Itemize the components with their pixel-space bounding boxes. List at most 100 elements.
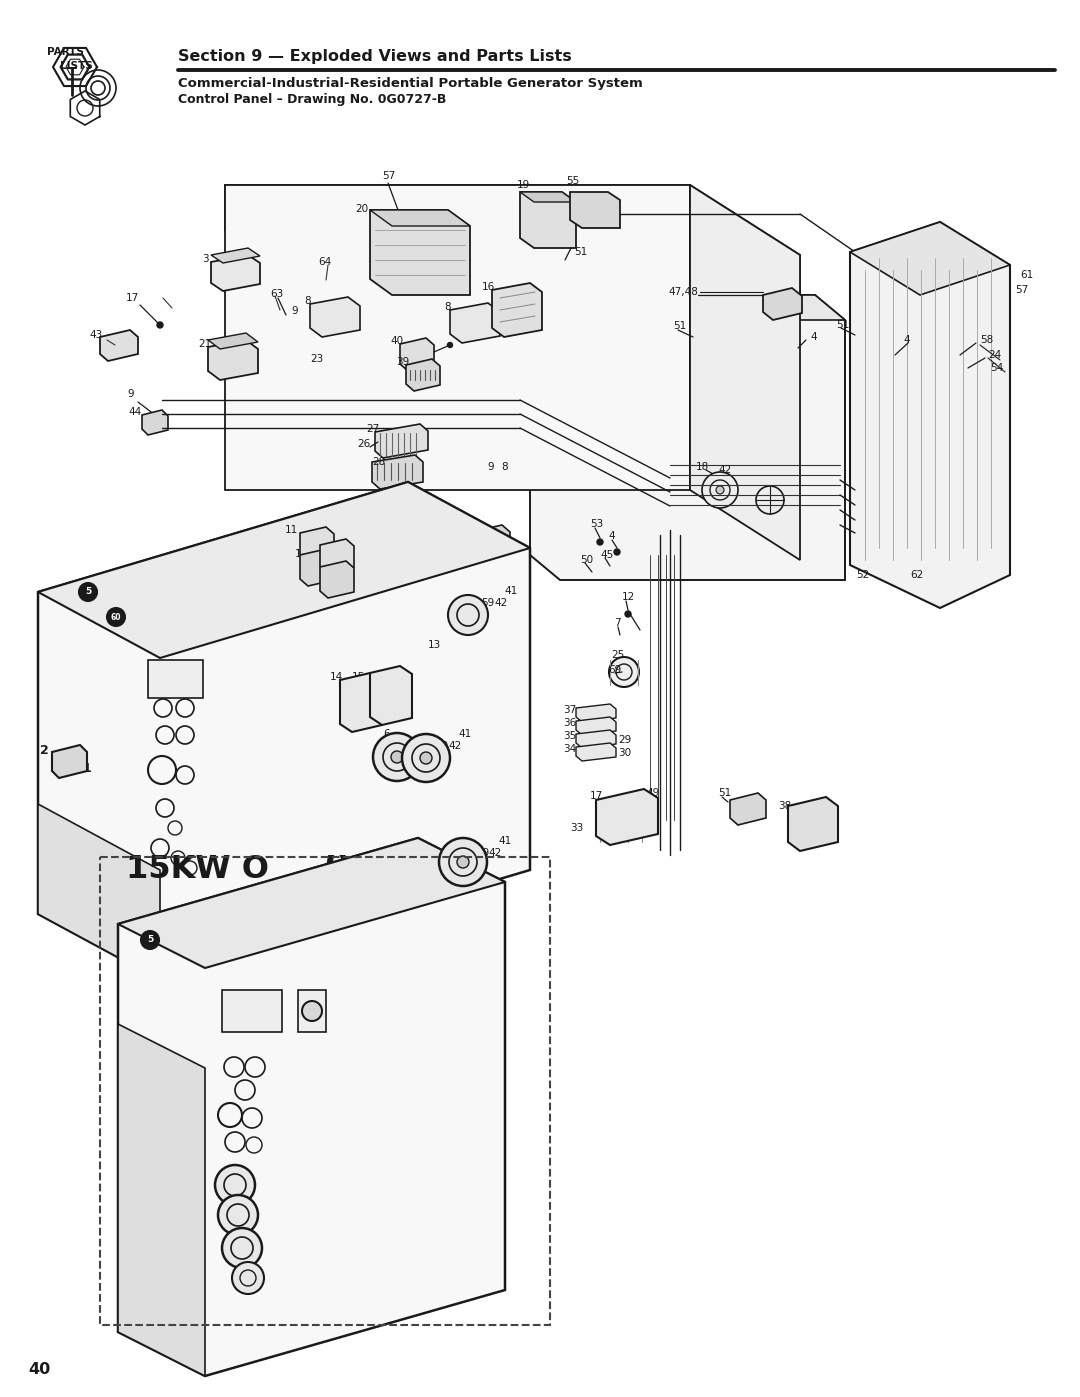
Text: 62: 62 xyxy=(910,570,923,580)
Text: 21: 21 xyxy=(198,339,212,349)
Text: 41: 41 xyxy=(504,585,517,597)
Polygon shape xyxy=(118,838,505,968)
Circle shape xyxy=(222,1228,262,1268)
Text: 4: 4 xyxy=(608,531,615,541)
Polygon shape xyxy=(519,191,576,203)
Polygon shape xyxy=(788,798,838,851)
Text: 47,48: 47,48 xyxy=(669,286,698,298)
Text: 22: 22 xyxy=(480,562,494,571)
Polygon shape xyxy=(225,184,800,300)
Text: 12: 12 xyxy=(622,592,635,602)
Text: 19: 19 xyxy=(517,180,530,190)
Polygon shape xyxy=(211,256,260,291)
Polygon shape xyxy=(576,743,616,761)
Polygon shape xyxy=(141,409,168,434)
Text: 57: 57 xyxy=(1015,285,1028,295)
Circle shape xyxy=(420,752,432,764)
Polygon shape xyxy=(850,222,1010,295)
Polygon shape xyxy=(118,838,505,1376)
Polygon shape xyxy=(100,330,138,360)
Polygon shape xyxy=(118,923,205,1376)
Text: 15KW O: 15KW O xyxy=(126,855,269,886)
Circle shape xyxy=(756,486,784,514)
Circle shape xyxy=(438,838,487,886)
Polygon shape xyxy=(300,527,334,562)
Text: 26: 26 xyxy=(357,439,370,448)
Polygon shape xyxy=(406,359,440,391)
Text: 41: 41 xyxy=(458,729,471,739)
Text: 24: 24 xyxy=(988,351,1001,360)
Text: 20: 20 xyxy=(355,204,368,214)
Circle shape xyxy=(79,583,97,601)
Text: 42: 42 xyxy=(718,465,731,475)
Text: 50: 50 xyxy=(580,555,593,564)
Polygon shape xyxy=(530,295,845,320)
Text: 27: 27 xyxy=(366,425,379,434)
Text: 11: 11 xyxy=(285,525,298,535)
Text: 31: 31 xyxy=(610,813,623,823)
Polygon shape xyxy=(476,525,510,559)
Text: 54: 54 xyxy=(990,363,1003,373)
Text: 51: 51 xyxy=(718,788,731,798)
Text: 53: 53 xyxy=(590,520,604,529)
Polygon shape xyxy=(596,789,658,845)
Circle shape xyxy=(716,486,724,495)
Polygon shape xyxy=(320,562,354,598)
Text: 23: 23 xyxy=(310,353,323,365)
Polygon shape xyxy=(492,284,542,337)
Text: 10: 10 xyxy=(295,549,308,559)
Polygon shape xyxy=(38,592,160,981)
Text: 45: 45 xyxy=(600,550,613,560)
Bar xyxy=(222,990,282,1032)
Polygon shape xyxy=(370,210,470,295)
Circle shape xyxy=(373,733,421,781)
Polygon shape xyxy=(375,425,428,458)
Text: 5: 5 xyxy=(147,936,153,944)
Polygon shape xyxy=(370,210,470,226)
Polygon shape xyxy=(310,298,360,337)
Polygon shape xyxy=(38,482,530,981)
Text: 51: 51 xyxy=(465,522,480,534)
Circle shape xyxy=(625,610,631,617)
Text: 42: 42 xyxy=(448,740,461,752)
Polygon shape xyxy=(576,731,616,747)
Text: 8: 8 xyxy=(444,302,450,312)
Circle shape xyxy=(141,930,159,949)
Text: 51: 51 xyxy=(673,321,686,331)
Text: 33: 33 xyxy=(570,823,583,833)
Circle shape xyxy=(447,342,453,348)
Polygon shape xyxy=(208,332,258,349)
Circle shape xyxy=(457,856,469,868)
Text: 6: 6 xyxy=(383,729,390,739)
Polygon shape xyxy=(690,184,800,560)
Text: 3: 3 xyxy=(202,254,208,264)
Text: 40: 40 xyxy=(390,337,403,346)
Text: Section 9 — Exploded Views and Parts Lists: Section 9 — Exploded Views and Parts Lis… xyxy=(178,49,571,63)
Polygon shape xyxy=(576,704,616,722)
Circle shape xyxy=(232,1261,264,1294)
Bar xyxy=(298,990,326,1032)
Polygon shape xyxy=(400,338,434,372)
Text: 41: 41 xyxy=(498,835,511,847)
Circle shape xyxy=(402,733,450,782)
Text: 34: 34 xyxy=(563,745,577,754)
Text: 37: 37 xyxy=(563,705,577,715)
Text: 69: 69 xyxy=(608,665,621,675)
Text: 8: 8 xyxy=(303,296,311,306)
Text: 63: 63 xyxy=(270,289,283,299)
Text: 57: 57 xyxy=(382,170,395,182)
Polygon shape xyxy=(570,191,620,228)
Text: 65: 65 xyxy=(465,875,478,886)
Text: 18: 18 xyxy=(696,462,710,472)
Polygon shape xyxy=(372,455,423,489)
Text: 40: 40 xyxy=(28,1362,51,1377)
Polygon shape xyxy=(450,303,500,344)
Text: 55: 55 xyxy=(566,176,579,186)
Polygon shape xyxy=(340,673,382,732)
Text: 15: 15 xyxy=(352,672,365,682)
Text: 49: 49 xyxy=(646,788,659,798)
Polygon shape xyxy=(730,793,766,826)
Text: 59: 59 xyxy=(481,598,495,608)
Bar xyxy=(148,659,203,698)
Text: 64: 64 xyxy=(318,257,332,267)
